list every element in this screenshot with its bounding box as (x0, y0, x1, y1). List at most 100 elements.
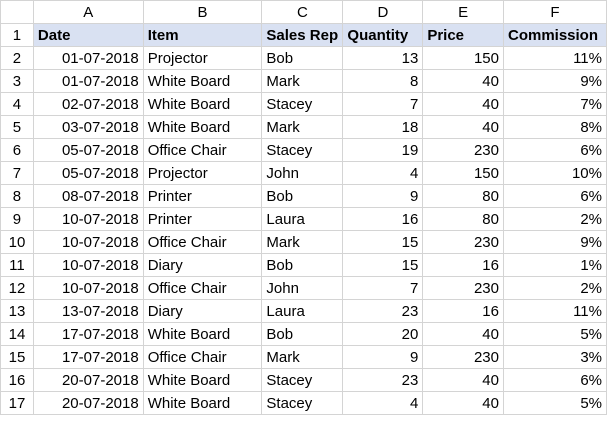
row-header[interactable]: 1 (0, 23, 34, 47)
cell-item[interactable]: Office Chair (142, 276, 263, 300)
cell-sales-rep[interactable]: Stacey (261, 138, 344, 162)
cell-quantity[interactable]: 15 (342, 230, 424, 254)
cell-quantity[interactable]: 9 (342, 184, 424, 208)
cell-sales-rep[interactable]: Mark (261, 115, 344, 139)
cell-item[interactable]: White Board (142, 322, 263, 346)
cell-sales-rep[interactable]: Mark (261, 230, 344, 254)
cell-sales-rep[interactable]: John (261, 276, 344, 300)
cell-sales-rep[interactable]: Bob (261, 253, 344, 277)
row-header[interactable]: 5 (0, 115, 34, 139)
cell-quantity[interactable]: 7 (342, 276, 424, 300)
cell-price[interactable]: 150 (422, 161, 504, 185)
cell-quantity[interactable]: 8 (342, 69, 424, 93)
column-header-d[interactable]: D (342, 0, 424, 24)
cell-price[interactable]: 40 (422, 391, 504, 415)
cell-price[interactable]: 230 (422, 230, 504, 254)
row-header[interactable]: 9 (0, 207, 34, 231)
row-header[interactable]: 11 (0, 253, 34, 277)
cell-quantity[interactable]: 16 (342, 207, 424, 231)
cell-item[interactable]: White Board (142, 391, 263, 415)
cell-item[interactable]: Printer (142, 207, 263, 231)
cell-sales-rep[interactable]: Bob (261, 322, 344, 346)
cell-item[interactable]: Diary (142, 299, 263, 323)
cell-sales-rep[interactable]: Stacey (261, 391, 344, 415)
cell-sales-rep[interactable]: Laura (261, 299, 344, 323)
cell-price[interactable]: 40 (422, 69, 504, 93)
cell-sales-rep[interactable]: Bob (261, 184, 344, 208)
row-header[interactable]: 4 (0, 92, 34, 116)
row-header[interactable]: 8 (0, 184, 34, 208)
cell-quantity[interactable]: 9 (342, 345, 424, 369)
row-header[interactable]: 10 (0, 230, 34, 254)
cell-item[interactable]: Projector (142, 46, 263, 70)
cell-quantity[interactable]: 18 (342, 115, 424, 139)
cell-sales-rep[interactable]: Mark (261, 69, 344, 93)
cell-date[interactable]: 03-07-2018 (32, 115, 144, 139)
cell-commission[interactable]: 7% (502, 92, 607, 116)
cell-date[interactable]: 17-07-2018 (32, 322, 144, 346)
cell-commission[interactable]: 6% (502, 184, 607, 208)
cell-quantity[interactable]: 4 (342, 391, 424, 415)
cell-item[interactable]: Office Chair (142, 345, 263, 369)
row-header[interactable]: 6 (0, 138, 34, 162)
cell-commission[interactable]: 11% (502, 46, 607, 70)
cell-price[interactable]: 40 (422, 322, 504, 346)
cell-date[interactable]: 10-07-2018 (32, 207, 144, 231)
cell-date[interactable]: 01-07-2018 (32, 69, 144, 93)
row-header[interactable]: 17 (0, 391, 34, 415)
row-header[interactable]: 15 (0, 345, 34, 369)
cell-item[interactable]: Printer (142, 184, 263, 208)
cell-commission[interactable]: 8% (502, 115, 607, 139)
cell-item[interactable]: Office Chair (142, 138, 263, 162)
header-cell-date[interactable]: Date (32, 23, 144, 47)
cell-item[interactable]: Office Chair (142, 230, 263, 254)
column-header-f[interactable]: F (502, 0, 607, 24)
cell-price[interactable]: 16 (422, 299, 504, 323)
cell-commission[interactable]: 3% (502, 345, 607, 369)
row-header[interactable]: 13 (0, 299, 34, 323)
cell-quantity[interactable]: 19 (342, 138, 424, 162)
cell-price[interactable]: 230 (422, 345, 504, 369)
cell-price[interactable]: 230 (422, 276, 504, 300)
header-cell-quantity[interactable]: Quantity (342, 23, 424, 47)
cell-commission[interactable]: 11% (502, 299, 607, 323)
cell-date[interactable]: 05-07-2018 (32, 161, 144, 185)
cell-date[interactable]: 13-07-2018 (32, 299, 144, 323)
cell-commission[interactable]: 5% (502, 391, 607, 415)
cell-sales-rep[interactable]: John (261, 161, 344, 185)
cell-price[interactable]: 16 (422, 253, 504, 277)
cell-sales-rep[interactable]: Bob (261, 46, 344, 70)
column-header-c[interactable]: C (261, 0, 344, 24)
cell-commission[interactable]: 9% (502, 230, 607, 254)
cell-commission[interactable]: 5% (502, 322, 607, 346)
cell-sales-rep[interactable]: Laura (261, 207, 344, 231)
column-header-b[interactable]: B (142, 0, 263, 24)
cell-price[interactable]: 150 (422, 46, 504, 70)
cell-item[interactable]: Projector (142, 161, 263, 185)
cell-sales-rep[interactable]: Stacey (261, 92, 344, 116)
cell-date[interactable]: 17-07-2018 (32, 345, 144, 369)
row-header[interactable]: 7 (0, 161, 34, 185)
cell-price[interactable]: 80 (422, 184, 504, 208)
cell-quantity[interactable]: 20 (342, 322, 424, 346)
cell-date[interactable]: 20-07-2018 (32, 368, 144, 392)
cell-date[interactable]: 20-07-2018 (32, 391, 144, 415)
column-header-a[interactable]: A (32, 0, 144, 24)
row-header[interactable]: 12 (0, 276, 34, 300)
row-header[interactable]: 16 (0, 368, 34, 392)
cell-commission[interactable]: 6% (502, 368, 607, 392)
row-header[interactable]: 3 (0, 69, 34, 93)
row-header[interactable]: 2 (0, 46, 34, 70)
header-cell-item[interactable]: Item (142, 23, 263, 47)
cell-item[interactable]: Diary (142, 253, 263, 277)
cell-sales-rep[interactable]: Mark (261, 345, 344, 369)
cell-commission[interactable]: 1% (502, 253, 607, 277)
cell-commission[interactable]: 2% (502, 207, 607, 231)
header-cell-sales-rep[interactable]: Sales Rep (261, 23, 344, 47)
cell-date[interactable]: 05-07-2018 (32, 138, 144, 162)
cell-date[interactable]: 02-07-2018 (32, 92, 144, 116)
cell-date[interactable]: 10-07-2018 (32, 253, 144, 277)
cell-sales-rep[interactable]: Stacey (261, 368, 344, 392)
header-cell-price[interactable]: Price (422, 23, 504, 47)
cell-item[interactable]: White Board (142, 69, 263, 93)
